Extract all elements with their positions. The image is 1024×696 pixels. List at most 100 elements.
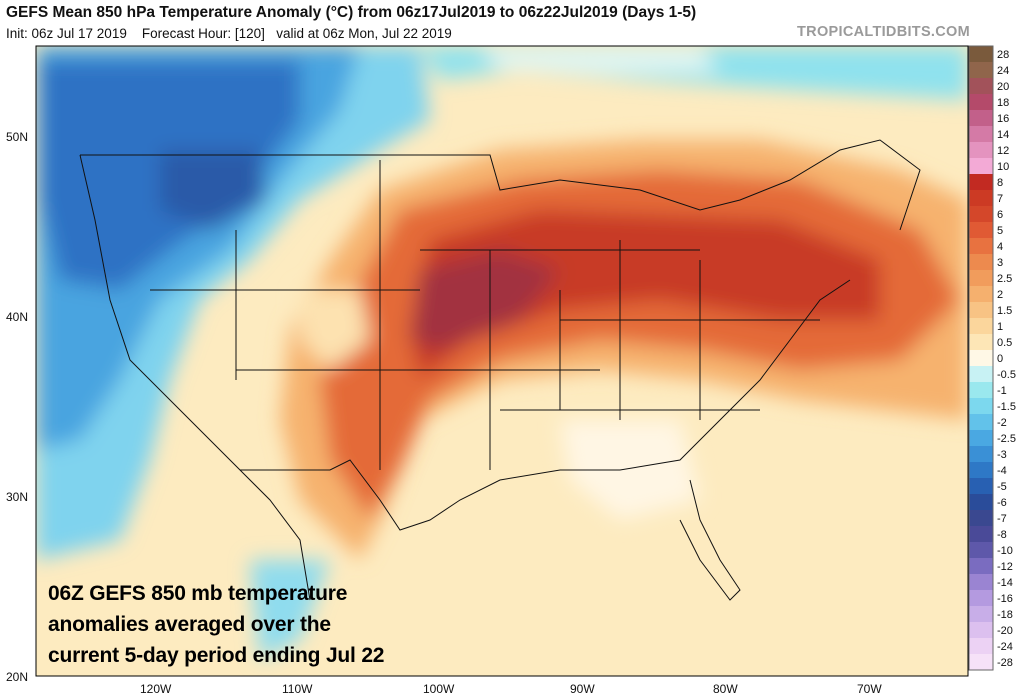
colorbar-label: -18 (997, 609, 1013, 621)
caption-line: anomalies averaged over the (48, 613, 331, 636)
colorbar-label: -2 (997, 417, 1007, 429)
colorbar-label: -1.5 (997, 401, 1016, 413)
colorbar-label: -6 (997, 497, 1007, 509)
init-label: Init: 06z Jul 17 2019 (6, 26, 127, 41)
colorbar-swatch (969, 430, 993, 447)
colorbar-label: -7 (997, 513, 1007, 525)
colorbar-swatch (969, 302, 993, 319)
map-subtitle: Init: 06z Jul 17 2019 Forecast Hour: [12… (6, 26, 452, 41)
colorbar-swatch (969, 110, 993, 127)
colorbar-label: -20 (997, 625, 1013, 637)
colorbar-label: 20 (997, 81, 1009, 93)
colorbar-swatch (969, 350, 993, 367)
colorbar-swatch (969, 238, 993, 255)
colorbar-label: -12 (997, 561, 1013, 573)
colorbar-label: 2 (997, 289, 1003, 301)
colorbar-swatch (969, 46, 993, 63)
colorbar-label: 4 (997, 241, 1003, 253)
colorbar-label: 6 (997, 209, 1003, 221)
colorbar-swatch (969, 382, 993, 399)
lon-label-70w: 70W (857, 682, 882, 696)
lat-label-50n: 50N (6, 130, 28, 144)
map-frame (35, 45, 969, 677)
lon-label-120w: 120W (140, 682, 172, 696)
caption-line: current 5-day period ending Jul 22 (48, 644, 385, 667)
colorbar-swatch (969, 558, 993, 575)
colorbar-label: 3 (997, 257, 1003, 269)
colorbar-label: 5 (997, 225, 1003, 237)
colorbar-label: 14 (997, 129, 1009, 141)
forecast-hour-label: Forecast Hour: [120] (141, 26, 265, 41)
colorbar-swatch (969, 126, 993, 143)
colorbar-label: 18 (997, 97, 1009, 109)
colorbar-swatch (969, 222, 993, 239)
colorbar-label: 0.5 (997, 337, 1012, 349)
colorbar-swatch (969, 622, 993, 639)
colorbar-label: -24 (997, 641, 1013, 653)
colorbar-swatch (969, 254, 993, 271)
lon-label-110w: 110W (282, 682, 313, 696)
colorbar-label: -2.5 (997, 433, 1016, 445)
colorbar-swatch (969, 286, 993, 303)
colorbar-label: 2.5 (997, 273, 1012, 285)
colorbar-swatch (969, 366, 993, 383)
colorbar-swatch (969, 478, 993, 495)
colorbar-swatch (969, 158, 993, 175)
colorbar-label: -1 (997, 385, 1007, 397)
colorbar-swatch (969, 542, 993, 559)
lat-label-30n: 30N (6, 490, 28, 504)
colorbar-swatch (969, 318, 993, 335)
colorbar-frame (968, 45, 994, 671)
colorbar-swatch (969, 654, 993, 671)
colorbar-label: -8 (997, 529, 1007, 541)
lon-label-80w: 80W (713, 682, 738, 696)
brand-watermark: TROPICALTIDBITS.COM (797, 24, 970, 40)
colorbar-label: -4 (997, 465, 1007, 477)
colorbar-swatch (969, 334, 993, 351)
colorbar-swatch (969, 590, 993, 607)
colorbar-swatch (969, 62, 993, 79)
colorbar-label: 16 (997, 113, 1009, 125)
colorbar-label: -5 (997, 481, 1007, 493)
colorbar-label: 1.5 (997, 305, 1012, 317)
colorbar-label: 8 (997, 177, 1003, 189)
colorbar-label: 28 (997, 49, 1009, 61)
overlay-caption: 06Z GEFS 850 mb temperature anomalies av… (48, 578, 384, 671)
colorbar-label: -28 (997, 657, 1013, 669)
colorbar-swatch (969, 638, 993, 655)
lon-label-100w: 100W (423, 682, 455, 696)
colorbar-swatch (969, 574, 993, 591)
colorbar-label: 12 (997, 145, 1009, 157)
colorbar-swatch (969, 190, 993, 207)
colorbar-swatch (969, 494, 993, 511)
anomaly-field (36, 46, 968, 676)
colorbar-swatch (969, 446, 993, 463)
colorbar-label: -10 (997, 545, 1013, 557)
lon-label-90w: 90W (570, 682, 595, 696)
colorbar-label: -14 (997, 577, 1013, 589)
colorbar-swatch (969, 78, 993, 95)
colorbar-swatch (969, 206, 993, 223)
colorbar-swatch (969, 398, 993, 415)
colorbar-label: 10 (997, 161, 1009, 173)
colorbar-label: -16 (997, 593, 1013, 605)
colorbar-label: -3 (997, 449, 1007, 461)
colorbar-swatch (969, 462, 993, 479)
caption-line: 06Z GEFS 850 mb temperature (48, 582, 348, 605)
colorbar-label: 0 (997, 353, 1003, 365)
colorbar-swatch (969, 94, 993, 111)
colorbar-swatch (969, 174, 993, 191)
colorbar-label: -0.5 (997, 369, 1016, 381)
colorbar-swatch (969, 270, 993, 287)
country-state-borders (79, 139, 921, 601)
colorbar-swatch (969, 606, 993, 623)
lat-label-40n: 40N (6, 310, 28, 324)
colorbar: 28 24 20 18 16 14 12 10 8 7 6 5 4 3 2.5 2 1.5 1 0.5 0 -0.5 -1… (968, 45, 1016, 671)
colorbar-label: 24 (997, 65, 1009, 77)
colorbar-swatch (969, 526, 993, 543)
lat-label-20n: 20N (6, 670, 28, 684)
colorbar-swatch (969, 142, 993, 159)
colorbar-label: 7 (997, 193, 1003, 205)
colorbar-label: 1 (997, 321, 1003, 333)
